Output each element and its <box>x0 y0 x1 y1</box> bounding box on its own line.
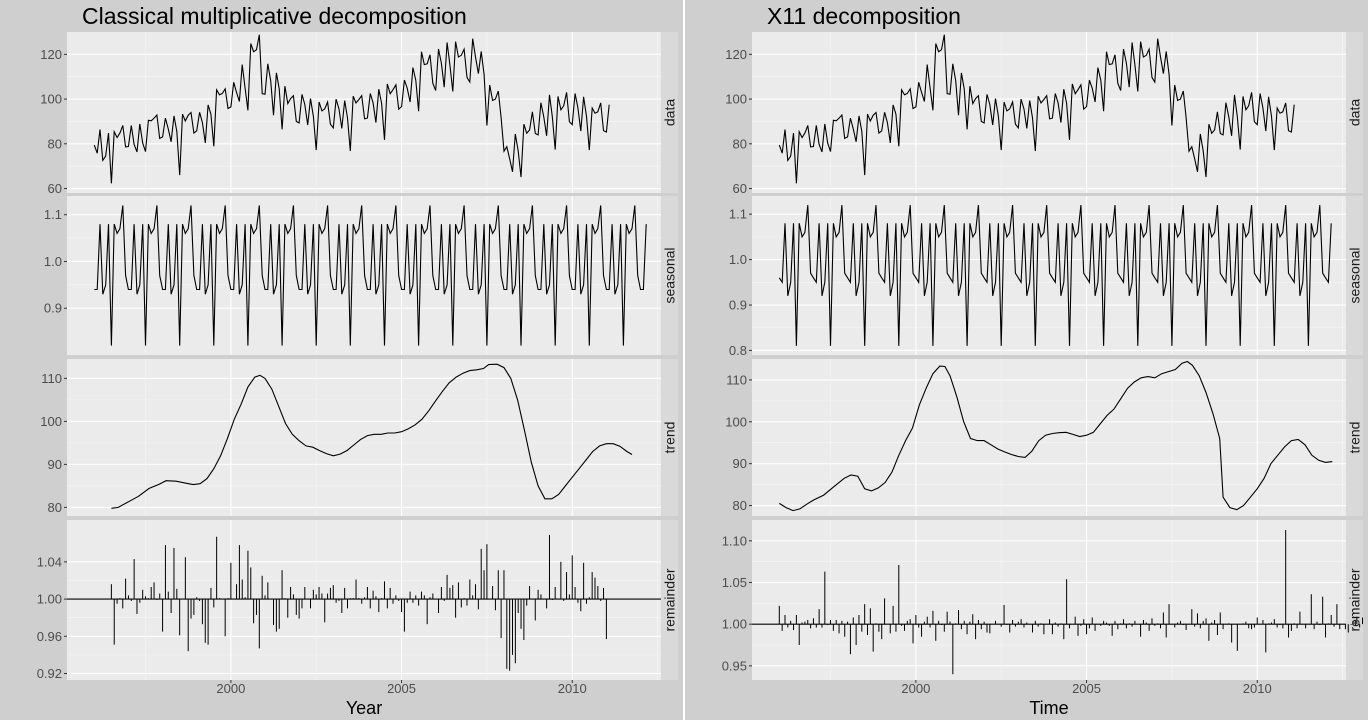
strip-background <box>661 359 678 516</box>
panel-data: 60 80 100 120 data <box>725 32 1363 196</box>
y-tick-label: 1.0 <box>729 252 747 267</box>
y-tick-label: 1.1 <box>44 207 62 222</box>
panel-trend: 80 90 100 110 trend <box>40 359 678 516</box>
strip-background <box>1346 32 1363 193</box>
strip-label: data <box>1347 99 1363 126</box>
y-tick-label: 110 <box>726 372 747 387</box>
y-tick-label: 110 <box>41 371 62 386</box>
panel-remainder: 0.92 0.96 1.00 1.04 remainder <box>37 520 678 681</box>
y-tick-label: 0.95 <box>722 658 747 673</box>
y-tick-label: 80 <box>733 136 747 151</box>
x-axis-title: Time <box>1029 698 1068 718</box>
panel-trend: 80 90 100 110 trend <box>725 359 1363 516</box>
y-tick-label: 100 <box>40 92 62 107</box>
panel-background <box>67 520 661 680</box>
y-tick-label: 60 <box>48 181 62 196</box>
x-tick-label: 2005 <box>1072 681 1101 696</box>
y-tick-label: 100 <box>725 414 747 429</box>
y-tick-label: 80 <box>48 500 62 515</box>
y-tick-label: 90 <box>48 457 62 472</box>
y-tick-label: 60 <box>733 181 747 196</box>
seasonal-series-line <box>778 205 1332 346</box>
y-tick-label: 100 <box>725 92 747 107</box>
y-tick-label: 120 <box>40 47 62 62</box>
data-series-line <box>778 34 1295 184</box>
y-tick-label: 1.1 <box>729 207 747 222</box>
classical-decomposition-chart: Classical multiplicative decomposition 60… <box>37 3 678 718</box>
y-tick-label: 1.00 <box>37 592 62 607</box>
panel-remainder: 0.95 1.00 1.05 1.10 remainder <box>722 520 1363 680</box>
x-tick-label: 2010 <box>558 681 587 696</box>
chart-title: Classical multiplicative decomposition <box>82 3 467 29</box>
strip-label: seasonal <box>1347 247 1363 303</box>
strip-label: remainder <box>662 568 678 631</box>
x-tick-label: 2000 <box>216 681 245 696</box>
strip-label: trend <box>1347 422 1363 454</box>
strip-background <box>1346 196 1363 355</box>
y-tick-label: 1.10 <box>722 533 747 548</box>
y-tick-label: 1.05 <box>722 575 747 590</box>
strip-background <box>1346 359 1363 516</box>
x-tick-label: 2010 <box>1243 681 1272 696</box>
y-tick-label: 1.0 <box>44 254 62 269</box>
y-tick-label: 120 <box>725 47 747 62</box>
y-tick-label: 1.00 <box>722 617 747 632</box>
y-tick-label: 80 <box>48 136 62 151</box>
x11-decomposition-chart: X11 decomposition 60 80 100 120 data 0.8 0.9 1.0… <box>722 3 1363 718</box>
x11-decomposition-figure: X11 decomposition 60 80 100 120 data 0.8 0.9 1.0… <box>685 0 1368 720</box>
y-tick-label: 80 <box>733 498 747 513</box>
strip-background <box>1346 520 1363 680</box>
classical-decomposition-figure: Classical multiplicative decomposition 60… <box>0 0 683 720</box>
y-tick-label: 0.96 <box>37 629 62 644</box>
y-tick-label: 0.8 <box>729 343 747 358</box>
panel-data: 60 80 100 120 data <box>40 32 678 196</box>
data-series-line <box>93 34 610 184</box>
y-tick-label: 0.9 <box>44 301 62 316</box>
strip-background <box>661 196 678 355</box>
panel-background <box>752 359 1346 516</box>
panel-seasonal: 0.8 0.9 1.0 1.1 seasonal <box>729 196 1363 358</box>
seasonal-series-line <box>94 205 647 346</box>
strip-label: trend <box>662 422 678 454</box>
y-tick-label: 100 <box>40 414 62 429</box>
y-tick-label: 0.9 <box>729 298 747 313</box>
y-tick-label: 90 <box>733 456 747 471</box>
trend-series-line <box>111 363 633 509</box>
x-axis-title: Year <box>346 698 382 718</box>
strip-label: seasonal <box>662 247 678 303</box>
strip-background <box>661 32 678 193</box>
strip-background <box>661 520 678 680</box>
trend-series-line <box>779 360 1333 512</box>
strip-label: remainder <box>1347 568 1363 631</box>
panel-background <box>752 520 1346 680</box>
x-tick-label: 2005 <box>387 681 416 696</box>
strip-label: data <box>662 99 678 126</box>
panel-seasonal: 0.9 1.0 1.1 seasonal <box>44 196 678 355</box>
y-tick-label: 1.04 <box>37 554 62 569</box>
x-tick-label: 2000 <box>901 681 930 696</box>
y-tick-label: 0.92 <box>37 666 62 681</box>
chart-title: X11 decomposition <box>767 3 961 29</box>
